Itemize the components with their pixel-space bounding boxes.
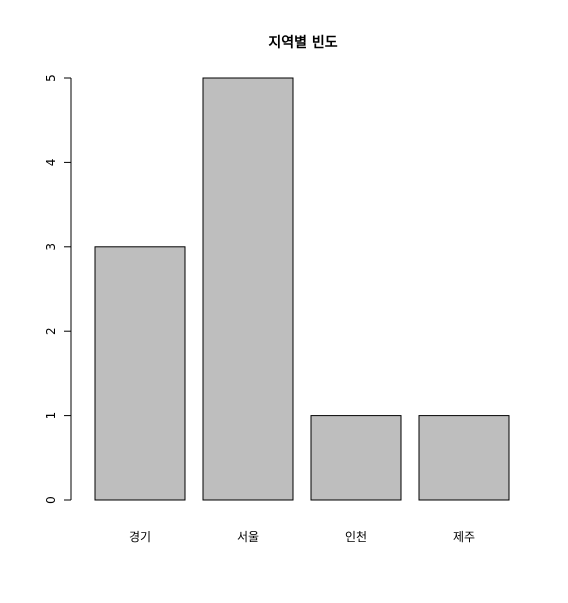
x-category-label: 제주 — [453, 530, 475, 544]
y-axis: 0 1 2 3 4 5 — [44, 74, 71, 504]
y-tick-label: 3 — [44, 243, 58, 251]
y-tick-label: 4 — [44, 159, 58, 167]
bars-group — [94, 77, 510, 501]
bar-3 — [310, 415, 402, 501]
y-tick-label: 0 — [44, 496, 58, 504]
bar-1 — [94, 246, 186, 501]
x-category-label: 서울 — [237, 530, 259, 544]
x-category-label: 인천 — [345, 529, 367, 544]
bar-2 — [202, 77, 294, 501]
chart-title: 지역별 빈도 — [268, 34, 337, 51]
bar-4 — [418, 415, 510, 501]
x-category-label: 경기 — [129, 530, 151, 544]
y-tick-label: 5 — [44, 74, 58, 82]
x-axis-labels: 경기 서울 인천 제주 — [129, 529, 475, 544]
y-tick-label: 2 — [44, 327, 58, 335]
y-tick-label: 1 — [44, 412, 58, 420]
